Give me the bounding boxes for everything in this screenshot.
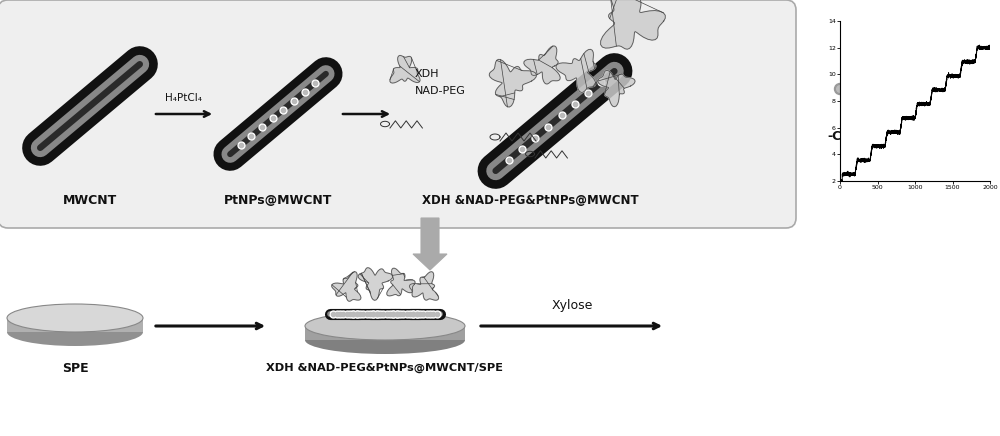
Circle shape	[852, 116, 858, 123]
FancyBboxPatch shape	[0, 0, 796, 228]
Text: H₄PtCl₄: H₄PtCl₄	[166, 93, 202, 103]
Text: SPE: SPE	[62, 361, 88, 375]
Circle shape	[850, 95, 860, 106]
Text: NAD-PEG: NAD-PEG	[415, 86, 466, 96]
Text: Xylose: Xylose	[551, 299, 593, 312]
Text: PtNPs@MWCNT: PtNPs@MWCNT	[224, 194, 332, 208]
Ellipse shape	[7, 304, 143, 332]
Polygon shape	[390, 55, 420, 83]
Polygon shape	[556, 49, 596, 92]
Polygon shape	[387, 268, 415, 296]
Bar	[305, 326, 465, 340]
Ellipse shape	[305, 326, 465, 354]
Text: -CO-NH-: -CO-NH-	[827, 129, 883, 143]
Circle shape	[834, 84, 846, 95]
Polygon shape	[601, 0, 665, 49]
Polygon shape	[524, 46, 560, 84]
Bar	[7, 318, 143, 332]
FancyArrow shape	[413, 218, 447, 270]
Polygon shape	[489, 59, 536, 107]
Polygon shape	[409, 272, 439, 300]
Text: XDH &NAD-PEG&PtNPs@MWCNT/SPE: XDH &NAD-PEG&PtNPs@MWCNT/SPE	[266, 363, 504, 373]
Circle shape	[852, 98, 858, 104]
Ellipse shape	[7, 318, 143, 346]
Ellipse shape	[305, 312, 465, 340]
Circle shape	[850, 113, 860, 125]
Text: XDH &NAD-PEG&PtNPs@MWCNT: XDH &NAD-PEG&PtNPs@MWCNT	[422, 194, 638, 208]
Polygon shape	[332, 272, 361, 301]
Circle shape	[867, 86, 873, 92]
Polygon shape	[358, 268, 393, 300]
Polygon shape	[598, 70, 635, 107]
Text: MWCNT: MWCNT	[63, 194, 117, 208]
Circle shape	[864, 84, 876, 95]
Circle shape	[837, 86, 843, 92]
Text: XDH: XDH	[415, 69, 440, 79]
